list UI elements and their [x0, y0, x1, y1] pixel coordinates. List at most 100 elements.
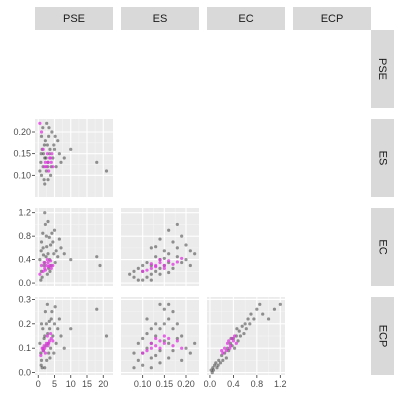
point-black-ecp-vs-pse — [45, 358, 49, 362]
point-black-ecp-vs-pse — [43, 334, 47, 338]
y-tick-label-es: 0.20 — [13, 127, 31, 137]
point-black-es-vs-pse — [38, 169, 42, 173]
point-magenta-ecp-vs-es — [175, 339, 179, 343]
point-black-ec-vs-es — [149, 272, 153, 276]
point-black-ecp-vs-es — [158, 302, 162, 306]
point-black-es-vs-pse — [41, 152, 46, 156]
point-black-ecp-vs-pse — [62, 346, 66, 350]
point-magenta-ec-vs-pse — [39, 263, 44, 268]
point-black-ecp-vs-es — [149, 327, 153, 331]
point-black-ecp-vs-es — [167, 341, 171, 345]
point-magenta-ecp-vs-es — [149, 341, 153, 345]
x-tick-label-es: 0.15 — [156, 379, 174, 389]
row-strip-ec: EC — [371, 208, 394, 286]
y-tick-label-ecp: 0.1 — [18, 343, 31, 353]
point-black-es-vs-pse — [59, 160, 63, 164]
point-magenta-ecp-vs-pse — [42, 344, 46, 348]
point-black-ecp-vs-pse — [53, 305, 57, 309]
point-black-ec-vs-es — [132, 275, 136, 279]
point-black-ecp-vs-ec — [246, 317, 250, 321]
point-black-es-vs-pse — [95, 160, 99, 164]
x-tick-label-pse: 5 — [52, 379, 57, 389]
point-black-ecp-vs-es — [136, 358, 140, 362]
point-black-ec-vs-es — [188, 263, 192, 268]
point-magenta-ec-vs-pse — [47, 265, 51, 269]
point-black-es-vs-pse — [43, 156, 47, 160]
point-magenta-es-vs-pse — [49, 160, 53, 164]
point-black-ecp-vs-es — [175, 336, 179, 341]
point-black-ecp-vs-pse — [69, 327, 73, 331]
point-magenta-ecp-vs-pse — [49, 331, 53, 336]
point-black-ec-vs-pse — [57, 237, 61, 241]
point-black-es-vs-pse — [53, 134, 57, 138]
point-black-ec-vs-pse — [39, 278, 43, 282]
column-strip-es: ES — [121, 7, 199, 30]
point-black-ec-vs-pse — [45, 245, 49, 249]
point-black-ec-vs-pse — [53, 260, 57, 265]
point-black-ecp-vs-es — [132, 351, 136, 355]
point-black-ecp-vs-ec — [261, 312, 265, 316]
point-black-ecp-vs-es — [158, 349, 162, 353]
point-magenta-ec-vs-es — [149, 262, 153, 266]
point-black-ec-vs-pse — [39, 249, 43, 253]
point-magenta-ec-vs-es — [171, 262, 175, 266]
point-black-es-vs-pse — [42, 143, 47, 147]
point-black-ecp-vs-ec — [228, 341, 233, 345]
point-black-ec-vs-pse — [41, 231, 45, 235]
point-black-ec-vs-es — [175, 255, 179, 259]
point-black-ec-vs-pse — [54, 249, 58, 253]
point-black-ec-vs-pse — [38, 258, 42, 262]
point-black-ecp-vs-es — [145, 331, 149, 336]
point-black-ecp-vs-ec — [225, 346, 230, 350]
point-black-ecp-vs-ec — [248, 322, 252, 326]
point-black-ec-vs-pse — [40, 275, 44, 279]
point-black-ec-vs-es — [132, 269, 136, 273]
point-black-ecp-vs-pse — [57, 317, 61, 321]
point-black-ecp-vs-ec — [227, 349, 231, 353]
point-black-ecp-vs-ec — [209, 368, 213, 372]
point-black-ec-vs-es — [154, 255, 158, 259]
point-black-ecp-vs-pse — [49, 346, 53, 350]
point-magenta-ecp-vs-ec — [228, 346, 232, 350]
y-tick-label-ecp: 0.3 — [18, 294, 31, 304]
point-magenta-ecp-vs-pse — [46, 344, 50, 348]
point-magenta-ecp-vs-ec — [225, 341, 230, 345]
point-black-ec-vs-es — [158, 272, 162, 276]
y-tick-label-es: 0.10 — [13, 170, 31, 180]
point-magenta-ecp-vs-es — [154, 344, 158, 348]
point-magenta-ec-vs-es — [141, 269, 145, 273]
point-black-ec-vs-es — [167, 270, 171, 275]
point-black-ec-vs-pse — [98, 263, 102, 268]
point-black-ec-vs-es — [184, 243, 188, 247]
column-strip-ec: EC — [207, 7, 285, 30]
row-strip-pse: PSE — [371, 30, 394, 108]
point-black-ecp-vs-pse — [38, 341, 42, 345]
point-magenta-es-vs-pse — [38, 121, 42, 125]
point-black-ecp-vs-ec — [215, 366, 219, 370]
point-magenta-ec-vs-es — [158, 260, 162, 265]
point-black-ecp-vs-es — [193, 341, 197, 345]
point-black-ec-vs-es — [167, 228, 171, 232]
point-black-ecp-vs-pse — [43, 310, 48, 314]
point-black-ec-vs-pse — [95, 255, 99, 259]
point-magenta-ec-vs-es — [180, 256, 184, 261]
point-black-ecp-vs-ec — [272, 307, 277, 311]
column-strip-ec-label: EC — [238, 12, 254, 25]
point-black-es-vs-pse — [39, 173, 44, 177]
point-black-es-vs-pse — [104, 169, 109, 173]
point-black-ec-vs-pse — [48, 269, 52, 273]
point-black-ecp-vs-pse — [39, 358, 44, 362]
point-black-ec-vs-pse — [41, 246, 45, 250]
point-magenta-ec-vs-pse — [49, 259, 53, 263]
point-magenta-ecp-vs-es — [162, 334, 166, 338]
point-black-ecp-vs-pse — [45, 302, 49, 306]
point-black-ec-vs-es — [193, 252, 197, 256]
point-black-ec-vs-es — [154, 269, 158, 273]
point-black-ecp-vs-pse — [39, 363, 43, 367]
point-black-ec-vs-es — [141, 263, 145, 268]
point-magenta-ecp-vs-ec — [234, 341, 238, 345]
point-magenta-ec-vs-pse — [43, 268, 48, 272]
point-black-ecp-vs-pse — [41, 327, 45, 331]
point-magenta-es-vs-pse — [50, 152, 54, 156]
point-black-ecp-vs-es — [145, 317, 149, 321]
